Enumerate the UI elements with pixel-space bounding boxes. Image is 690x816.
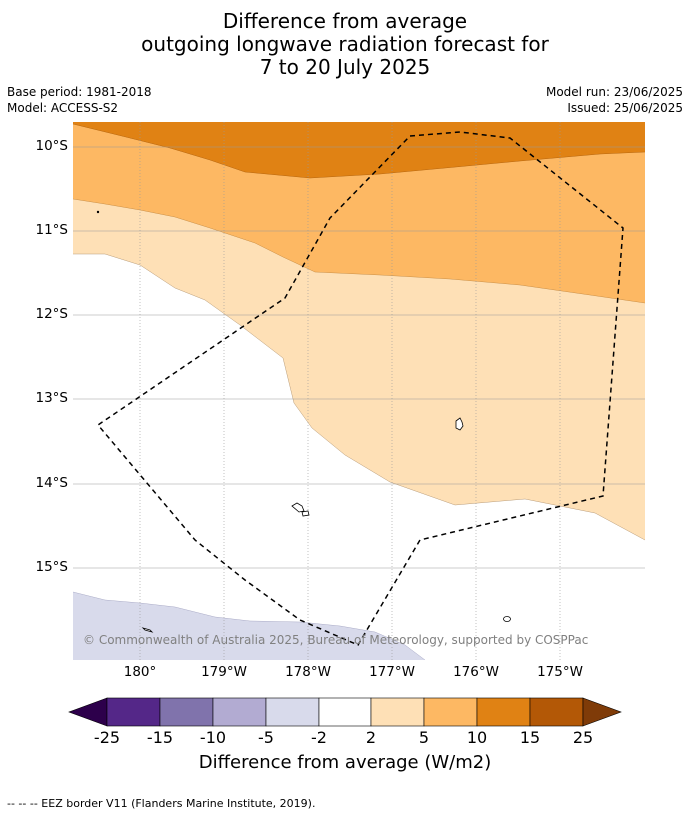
lon-label-177w: 177°W [369,664,415,680]
title-line-1: Difference from average [222,9,468,33]
colorbar-extension-low [68,697,108,727]
anomaly-region-minus5-to-minus2 [73,592,425,660]
base-period: Base period: 1981-2018 [7,85,152,99]
eez-legend-footnote: -- -- -- EEZ border V11 (Flanders Marine… [7,797,316,810]
colorbar-bin-8 [476,697,531,727]
colorbar-tick: 15 [519,728,541,747]
lat-label-12s: 12°S [35,306,69,322]
colorbar-tick: -2 [311,728,327,747]
island-central-small [301,510,310,517]
lat-label-14s: 14°S [35,475,69,491]
colorbar-label: Difference from average (W/m2) [198,752,492,773]
colorbar-tick: 2 [365,728,377,747]
colorbar-bin-2 [159,697,214,727]
lon-label-176w: 176°W [453,664,499,680]
lat-label-10s: 10°S [35,138,69,154]
colorbar-bin-9 [529,697,584,727]
colorbar-tick: -10 [199,728,227,747]
model-run: Model run: 23/06/2025 [545,85,683,99]
colorbar-tick: -25 [93,728,121,747]
lat-label-13s: 13°S [35,390,69,406]
island-central [291,502,305,513]
issued-date: Issued: 25/06/2025 [567,101,683,115]
colorbar-bin-3 [212,697,267,727]
colorbar-bin-6 [370,697,425,727]
colorbar-tick: -5 [258,728,274,747]
colorbar-tick: 25 [572,728,594,747]
lon-label-179w: 179°W [201,664,247,680]
title-line-3: 7 to 20 July 2025 [259,55,431,79]
island-north-west [96,210,100,214]
colorbar-tick: 5 [418,728,430,747]
lat-label-11s: 11°S [35,222,69,238]
colorbar-bin-5 [318,697,372,727]
island-north-east [455,417,464,431]
colorbar-bin-7 [423,697,478,727]
island-south-east [503,616,511,622]
colorbar-tick: -15 [146,728,174,747]
anomaly-region-5-to-10 [73,122,645,303]
lon-label-178w: 178°W [285,664,331,680]
colorbar-extension-high [582,697,622,727]
islands [96,210,511,633]
eez-border [96,131,624,646]
colorbar [68,697,622,727]
colorbar-tick: 10 [466,728,488,747]
lat-label-15s: 15°S [35,559,69,575]
copyright-notice: © Commonwealth of Australia 2025, Bureau… [83,633,589,647]
colorbar-bin-1 [106,697,161,727]
title-line-2: outgoing longwave radiation forecast for [141,32,549,56]
anomaly-region-10-to-15 [73,122,645,178]
colorbar-bin-4 [265,697,320,727]
latitude-gridlines [73,146,645,569]
lon-label-175w: 175°W [537,664,583,680]
model-name: Model: ACCESS-S2 [7,101,119,115]
island-south-west [141,627,154,633]
lon-label-180: 180° [123,664,157,680]
